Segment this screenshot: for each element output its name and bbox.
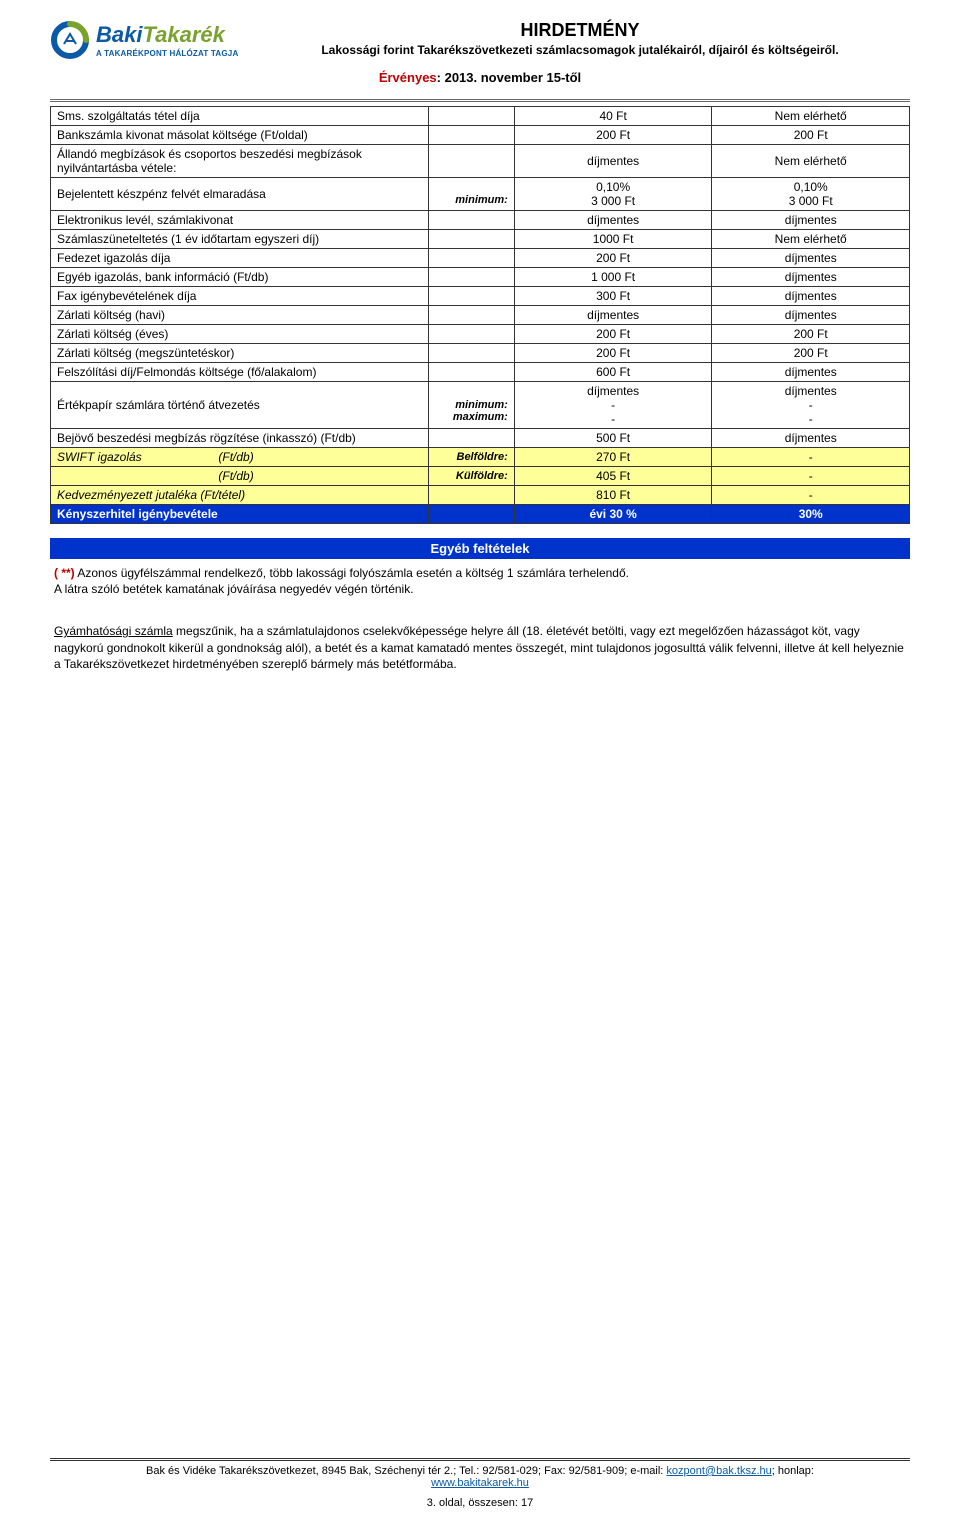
page-footer: Bak és Vidéke Takarékszövetkezet, 8945 B… — [50, 1458, 910, 1509]
logo-icon — [50, 20, 90, 60]
table-row: Bejövő beszedési megbízás rögzítése (ink… — [51, 429, 910, 448]
page-header: BakiTakarék A TAKARÉKPONT HÁLÓZAT TAGJA … — [50, 20, 910, 60]
swift-row-domestic: SWIFT igazolás (Ft/db)Belföldre:270 Ft- — [51, 448, 910, 467]
footer-site[interactable]: www.bakitakarek.hu — [431, 1477, 529, 1489]
divider — [50, 99, 910, 102]
logo-text-2: Takarék — [142, 22, 224, 48]
table-row: Zárlati költség (megszüntetéskor)200 Ft2… — [51, 344, 910, 363]
logo: BakiTakarék A TAKARÉKPONT HÁLÓZAT TAGJA — [50, 20, 250, 60]
table-row: Sms. szolgáltatás tétel díja40 FtNem elé… — [51, 107, 910, 126]
swift-row-foreign: SWIFT igazolás (Ft/db)Külföldre:405 Ft- — [51, 467, 910, 486]
commission-row: Kedvezményezett jutaléka (Ft/tétel)810 F… — [51, 486, 910, 505]
footer-email[interactable]: kozpont@bak.tksz.hu — [666, 1465, 771, 1477]
fee-table: Sms. szolgáltatás tétel díja40 FtNem elé… — [50, 106, 910, 524]
page-title: HIRDETMÉNY — [250, 20, 910, 41]
table-row: Bankszámla kivonat másolat költsége (Ft/… — [51, 126, 910, 145]
table-row: Egyéb igazolás, bank információ (Ft/db)1… — [51, 268, 910, 287]
table-row: Értékpapír számlára történő átvezetésmin… — [51, 382, 910, 429]
table-row: Fedezet igazolás díja200 Ftdíjmentes — [51, 249, 910, 268]
table-row: Bejelentett készpénz felvét elmaradásami… — [51, 178, 910, 211]
table-row: Zárlati költség (éves)200 Ft200 Ft — [51, 325, 910, 344]
logo-text-1: Baki — [96, 22, 142, 48]
table-row: Fax igénybevételének díja300 Ftdíjmentes — [51, 287, 910, 306]
table-row: Zárlati költség (havi)díjmentesdíjmentes — [51, 306, 910, 325]
conditions-text: ( **) Azonos ügyfélszámmal rendelkező, t… — [50, 559, 910, 599]
table-row: Felszólítási díj/Felmondás költsége (fő/… — [51, 363, 910, 382]
page-subtitle: Lakossági forint Takarékszövetkezeti szá… — [250, 43, 910, 57]
effective-date: Érvényes: 2013. november 15-től — [50, 70, 910, 85]
note-text: Gyámhatósági számla megszűnik, ha a szám… — [50, 599, 910, 672]
logo-tagline: A TAKARÉKPONT HÁLÓZAT TAGJA — [96, 49, 238, 58]
forced-credit-row: Kényszerhitel igénybevételeévi 30 %30% — [51, 505, 910, 524]
conditions-header: Egyéb feltételek — [50, 538, 910, 559]
table-row: Elektronikus levél, számlakivonatdíjment… — [51, 211, 910, 230]
table-row: Állandó megbízások és csoportos beszedés… — [51, 145, 910, 178]
table-row: Számlaszüneteltetés (1 év időtartam egys… — [51, 230, 910, 249]
page-number: 3. oldal, összesen: 17 — [50, 1497, 910, 1509]
